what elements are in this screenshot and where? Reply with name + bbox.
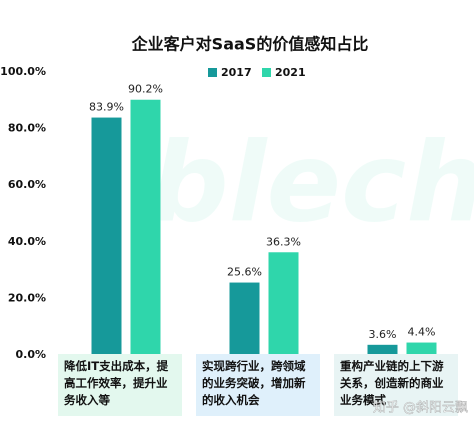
value-label: 25.6% [227, 266, 262, 279]
bar [130, 99, 161, 355]
background-logo: blech [150, 118, 474, 246]
bar [406, 342, 437, 355]
y-tick-label: 60.0% [8, 178, 46, 191]
y-tick-label: 80.0% [8, 122, 46, 135]
y-tick-label: 100.0% [0, 65, 46, 78]
value-label: 36.3% [266, 235, 301, 248]
category-label: 降低IT支出成本，提高工作效率，提升业务收入等 [58, 354, 182, 416]
legend-swatch [262, 68, 271, 77]
bar [268, 252, 299, 355]
y-tick-label: 0.0% [15, 348, 46, 361]
watermark: 知乎 @斜阳云飘 [373, 400, 468, 416]
category-box: 实现跨行业，跨领域的业务突破，增加新的收入机会 [196, 354, 320, 416]
legend-label: 2021 [275, 66, 306, 79]
category-box: 降低IT支出成本，提高工作效率，提升业务收入等 [58, 354, 182, 416]
value-label: 4.4% [408, 326, 436, 339]
legend-label: 2017 [221, 66, 252, 79]
bar [91, 117, 122, 355]
y-tick-label: 20.0% [8, 291, 46, 304]
y-tick-label: 40.0% [8, 235, 46, 248]
category-label: 实现跨行业，跨领域的业务突破，增加新的收入机会 [196, 354, 320, 416]
chart-title: 企业客户对SaaS的价值感知占比 [131, 35, 369, 54]
bar [229, 282, 260, 355]
value-label: 3.6% [369, 328, 397, 341]
value-label: 90.2% [128, 83, 163, 96]
bar [367, 344, 398, 355]
value-label: 83.9% [89, 101, 124, 114]
legend-swatch [208, 68, 217, 77]
category-box: 重构产业链的上下游关系，创造新的商业业务模式 [334, 354, 458, 416]
category-label: 重构产业链的上下游关系，创造新的商业业务模式 [334, 354, 458, 416]
